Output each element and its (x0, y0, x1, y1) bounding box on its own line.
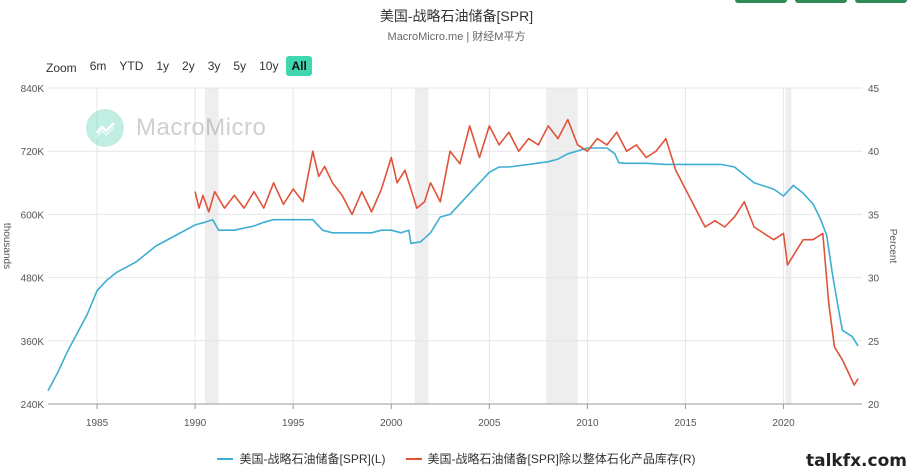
chart-subtitle: MacroMicro.me | 财经M平方 (387, 31, 526, 43)
legend-item-spr[interactable]: 美国-战略石油储备[SPR](L) (217, 450, 386, 467)
x-axis-tick-label: 2005 (478, 418, 501, 429)
right-axis-tick-label: 20 (868, 400, 880, 411)
legend-item-spr-ratio[interactable]: 美国-战略石油储备[SPR]除以整体石化产品库存(R) (405, 450, 696, 467)
top-nav-button[interactable] (795, 0, 847, 3)
left-axis-tick-label: 240K (21, 400, 45, 411)
x-axis-tick-label: 1990 (184, 418, 207, 429)
left-axis-tick-label: 360K (21, 337, 45, 348)
zoom-bar: Zoom 6m YTD 1y 2y 3y 5y 10y All (46, 56, 315, 76)
left-axis-tick-label: 600K (21, 210, 45, 221)
axes: 240K 360K 480K 600K 720K 840K 20 25 30 35 40 45 1985… (1, 84, 898, 429)
brand-watermark: talkfx.com (805, 451, 907, 471)
left-axis-tick-label: 840K (21, 84, 45, 95)
zoom-3y-button[interactable]: 3y (207, 59, 221, 73)
legend-swatch-spr (217, 457, 234, 460)
x-axis-tick-label: 1985 (86, 418, 109, 429)
legend: 美国-战略石油储备[SPR](L) 美国-战略石油储备[SPR]除以整体石化产品… (0, 450, 913, 467)
zoom-5y-button[interactable]: 5y (233, 59, 247, 73)
zoom-2y-button[interactable]: 2y (182, 59, 195, 73)
recession-bands (204, 88, 792, 404)
x-axis-tick-label: 2010 (576, 418, 599, 429)
zoom-all-button[interactable]: All (286, 56, 312, 76)
recession-band (414, 88, 429, 404)
zoom-6m-button[interactable]: 6m (89, 59, 107, 73)
watermark-text: MacroMicro (136, 114, 267, 141)
left-axis-tick-label: 720K (21, 147, 45, 158)
recession-band (785, 88, 792, 404)
zoom-10y-button[interactable]: 10y (259, 59, 279, 73)
right-axis-tick-label: 40 (868, 147, 880, 158)
right-axis-tick-label: 30 (868, 274, 880, 285)
series-line-spr (47, 147, 859, 392)
x-axis-tick-label: 2015 (674, 418, 697, 429)
grid-lines (48, 87, 862, 405)
macromicro-watermark: MacroMicro (86, 109, 266, 147)
legend-label-spr: 美国-战略石油储备[SPR](L) (239, 452, 386, 466)
chart-title: 美国-战略石油储备[SPR] (379, 8, 534, 24)
left-axis-title: thousands (1, 223, 12, 269)
series-line-spr-ratio (194, 118, 859, 386)
trend-logo-icon (86, 109, 124, 147)
right-axis-tick-label: 35 (868, 210, 880, 221)
right-axis-tick-label: 45 (868, 84, 880, 95)
zoom-label: Zoom (46, 60, 77, 75)
top-nav-button[interactable] (855, 0, 907, 3)
top-nav-button[interactable] (735, 0, 787, 3)
series-lines (47, 118, 859, 392)
x-axis-tick-label: 2000 (380, 418, 403, 429)
x-axis-tick-label: 1995 (282, 418, 305, 429)
zoom-1y-button[interactable]: 1y (156, 59, 170, 73)
x-axis-tick-label: 2020 (772, 418, 795, 429)
recession-band (546, 88, 578, 404)
legend-swatch-spr-ratio (405, 457, 422, 460)
zoom-ytd-button[interactable]: YTD (119, 59, 144, 73)
recession-band (204, 88, 219, 404)
right-axis-tick-label: 25 (868, 337, 880, 348)
right-axis-title: Percent (887, 229, 898, 264)
legend-label-spr-ratio: 美国-战略石油储备[SPR]除以整体石化产品库存(R) (427, 452, 696, 466)
left-axis-tick-label: 480K (21, 274, 45, 285)
